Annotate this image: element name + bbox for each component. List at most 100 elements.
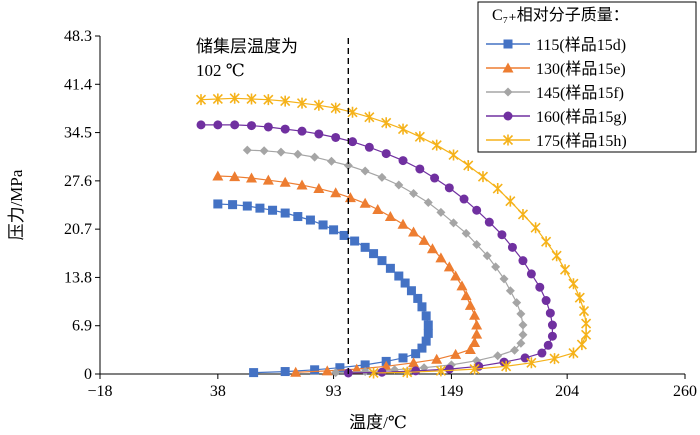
y-tick-label: 41.4	[64, 76, 92, 93]
bubble-point	[443, 261, 455, 272]
bubble-point	[228, 200, 238, 210]
bubble-point	[279, 176, 291, 187]
bubble-point	[348, 137, 358, 147]
bubble-point	[230, 120, 240, 130]
bubble-point	[482, 251, 492, 261]
series-curve	[201, 124, 553, 374]
dew-point	[249, 368, 259, 378]
bubble-point	[377, 256, 387, 266]
bubble-point	[296, 179, 308, 190]
bubble-point	[384, 211, 396, 222]
bubble-point	[551, 250, 562, 262]
bubble-point	[448, 149, 459, 161]
dew-point	[408, 357, 420, 368]
bubble-point	[547, 320, 557, 330]
bubble-point	[195, 94, 207, 106]
bubble-point	[545, 308, 555, 318]
bubble-point	[576, 339, 587, 351]
legend-title: C₇₊相对分子质量：	[492, 6, 629, 24]
bubble-point	[471, 328, 483, 339]
bubble-point	[246, 93, 257, 105]
bubble-point	[581, 318, 592, 330]
bubble-point	[484, 217, 494, 227]
bubble-point	[296, 97, 308, 109]
bubble-point	[581, 329, 592, 341]
y-tick-label: 34.5	[64, 125, 92, 142]
bubble-point	[518, 320, 528, 330]
bubble-point	[505, 286, 515, 296]
bubble-point	[408, 226, 420, 237]
bubble-point	[397, 123, 409, 135]
bubble-point	[293, 149, 303, 159]
dew-point	[368, 367, 379, 379]
x-tick-label: 38	[210, 383, 226, 400]
bubble-point	[423, 320, 433, 330]
bubble-point	[242, 201, 252, 211]
legend-marker	[503, 111, 513, 121]
dew-point	[450, 348, 462, 359]
bubble-point	[398, 156, 408, 166]
bubble-point	[459, 194, 469, 204]
dew-point	[398, 353, 408, 363]
bubble-point	[381, 149, 391, 159]
bubble-point	[242, 145, 252, 155]
bubble-point	[568, 278, 579, 290]
bubble-point	[397, 218, 409, 229]
bubble-point	[280, 208, 290, 218]
x-tick-label: 260	[673, 383, 697, 400]
y-tick-label: 27.6	[64, 173, 92, 190]
legend-label: 145(样品15f)	[536, 84, 624, 102]
series-5	[195, 92, 592, 379]
dew-point	[493, 351, 503, 361]
bubble-point	[418, 234, 430, 245]
legend-label: 160(样品15g)	[536, 108, 627, 126]
reservoir-temperature-label-1: 储集层温度为	[196, 37, 298, 56]
bubble-point	[461, 228, 471, 238]
bubble-point	[512, 298, 522, 308]
bubble-point	[394, 180, 404, 190]
y-tick-label: 20.7	[64, 221, 92, 238]
bubble-point	[507, 242, 517, 252]
legend-label: 175(样品15h)	[536, 132, 627, 150]
y-tick-label: 6.9	[72, 318, 92, 335]
bubble-point	[510, 345, 520, 355]
bubble-point	[229, 171, 241, 182]
x-tick-label: 93	[326, 383, 342, 400]
bubble-point	[280, 124, 290, 134]
dew-point	[290, 366, 302, 377]
y-axis-title: 压力/MPa	[7, 169, 26, 240]
bubble-point	[491, 262, 501, 272]
bubble-point	[464, 299, 476, 310]
legend-label: 130(样品15e)	[536, 60, 626, 78]
bubble-point	[313, 99, 324, 111]
bubble-point	[518, 256, 528, 266]
legend-item: 145(样品15f)	[486, 84, 624, 102]
bubble-point	[213, 120, 223, 130]
bubble-point	[400, 278, 410, 288]
bubble-point	[313, 183, 325, 194]
bubble-point	[360, 242, 370, 252]
bubble-point	[431, 139, 442, 151]
bubble-point	[559, 264, 571, 276]
bubble-point	[381, 117, 392, 129]
bubble-point	[212, 93, 223, 105]
bubble-point	[456, 280, 468, 291]
bubble-point	[196, 120, 206, 130]
y-tick-label: 13.8	[64, 269, 92, 286]
bubble-point	[364, 111, 375, 123]
dew-point	[469, 363, 480, 375]
bubble-point	[516, 338, 526, 348]
bubble-point	[411, 349, 421, 359]
bubble-point	[578, 305, 590, 317]
legend-item: 115(样品15d)	[486, 36, 626, 54]
bubble-point	[541, 236, 552, 248]
bubble-point	[414, 131, 425, 143]
bubble-point	[516, 309, 526, 319]
bubble-point	[518, 330, 528, 340]
bubble-point	[280, 95, 291, 107]
bubble-point	[492, 183, 503, 195]
bubble-point	[359, 197, 371, 208]
bubble-point	[505, 195, 516, 207]
bubble-point	[330, 187, 342, 198]
bubble-point	[297, 126, 307, 136]
